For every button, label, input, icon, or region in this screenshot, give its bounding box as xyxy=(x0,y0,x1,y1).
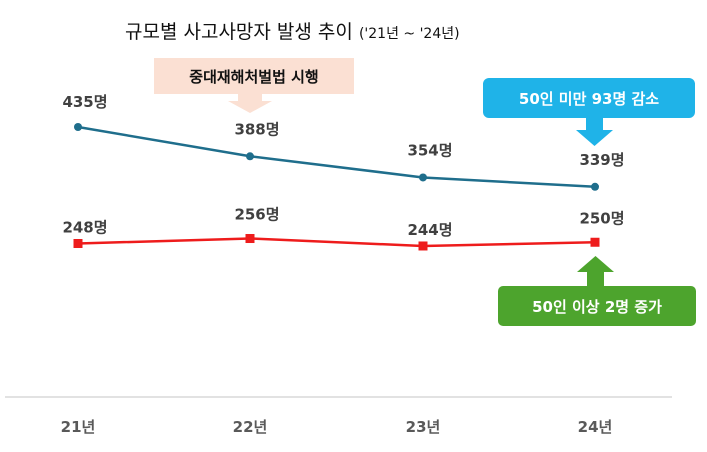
annotation-text: 중대재해처벌법 시행 xyxy=(189,68,318,86)
data-point xyxy=(246,152,254,161)
data-label: 248명 xyxy=(62,218,107,236)
data-label: 256명 xyxy=(234,206,279,224)
series-line-0 xyxy=(77,125,596,189)
arrow-up-icon xyxy=(577,256,614,286)
series-line-1 xyxy=(77,237,596,248)
data-label: 354명 xyxy=(407,141,452,159)
data-point xyxy=(418,241,428,251)
x-tick-label: 24년 xyxy=(578,418,613,436)
arrow-down-icon xyxy=(576,118,613,146)
annotation-text: 50인 이상 2명 증가 xyxy=(532,298,662,316)
data-label: 250명 xyxy=(579,209,624,227)
arrow-down-icon xyxy=(228,94,272,113)
chart-subtitle: ('21년 ~ '24년) xyxy=(359,26,460,42)
data-point xyxy=(590,237,600,247)
data-point xyxy=(245,234,255,244)
data-point xyxy=(419,173,427,182)
data-label: 388명 xyxy=(234,120,279,138)
x-tick-label: 22년 xyxy=(233,418,268,436)
data-point xyxy=(73,238,83,248)
chart-title: 규모별 사고사망자 발생 추이 ('21년 ~ '24년) xyxy=(125,21,460,43)
x-tick-label: 21년 xyxy=(61,418,96,436)
data-label: 339명 xyxy=(579,151,624,169)
annotation-under-50-decrease: 50인 미만 93명 감소 xyxy=(483,78,695,146)
annotation-over-50-increase: 50인 이상 2명 증가 xyxy=(498,256,696,326)
annotation-law-enforcement: 중대재해처벌법 시행 xyxy=(154,58,354,113)
data-point xyxy=(591,182,599,191)
annotation-text: 50인 미만 93명 감소 xyxy=(519,90,659,108)
data-point xyxy=(74,122,82,131)
data-label: 435명 xyxy=(62,93,107,111)
x-tick-label: 23년 xyxy=(406,418,441,436)
data-label: 244명 xyxy=(407,221,452,239)
